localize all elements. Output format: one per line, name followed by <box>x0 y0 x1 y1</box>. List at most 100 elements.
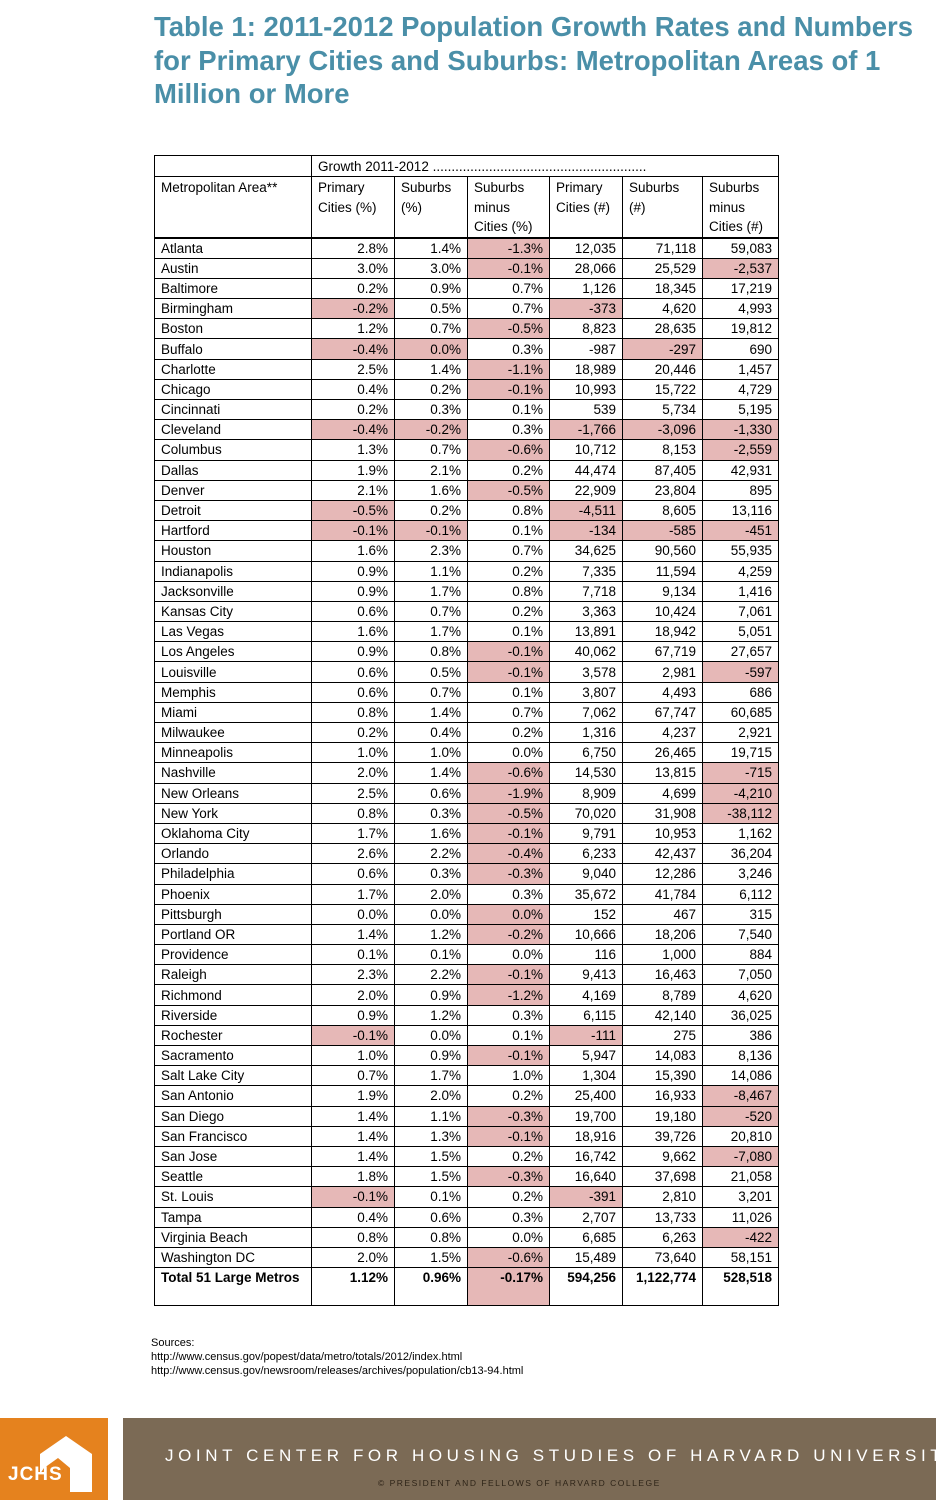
value-cell: 28,066 <box>549 257 623 279</box>
value-cell: 7,061 <box>702 600 779 623</box>
table-row: Milwaukee 0.2% 0.4% 0.2% 1,316 4,237 2,921 <box>154 721 779 744</box>
value-cell: 3.0% <box>311 257 395 279</box>
value-cell: 6,685 <box>549 1226 623 1248</box>
value-cell: 71,118 <box>622 237 703 259</box>
area-cell: Minneapolis <box>154 742 312 764</box>
area-cell: Baltimore <box>154 277 312 300</box>
table-row: Orlando 2.6% 2.2% -0.4% 6,233 42,437 36,204 <box>154 843 779 865</box>
table-row: St. Louis -0.1% 0.1% 0.2% -391 2,810 3,201 <box>154 1186 779 1208</box>
value-cell: 1.7% <box>311 883 395 905</box>
value-cell: 40,062 <box>549 641 623 663</box>
value-cell: 1.4% <box>394 701 468 724</box>
value-cell: 0.9% <box>311 580 395 602</box>
value-cell: 19,715 <box>702 742 779 764</box>
value-cell: 1.2% <box>311 318 395 340</box>
area-cell: Salt Lake City <box>154 1065 312 1087</box>
area-cell: Indianapolis <box>154 560 312 582</box>
area-cell: San Antonio <box>154 1085 312 1107</box>
area-cell: Philadelphia <box>154 863 312 885</box>
value-cell: 1,304 <box>549 1065 623 1087</box>
value-cell: 7,050 <box>702 964 779 986</box>
value-cell: -1.9% <box>467 782 550 804</box>
value-cell: 3,578 <box>549 661 623 683</box>
value-cell: 1,126 <box>549 277 623 300</box>
value-cell: 11,026 <box>702 1206 779 1228</box>
value-cell: 36,025 <box>702 1004 779 1026</box>
value-cell: 12,035 <box>549 237 623 259</box>
value-cell: 0.0% <box>311 903 395 925</box>
value-cell: 3,246 <box>702 863 779 885</box>
value-cell: 0.9% <box>394 984 468 1006</box>
value-cell: 9,791 <box>549 822 623 845</box>
value-cell: 2.3% <box>394 540 468 562</box>
value-cell: -0.17% <box>467 1267 550 1307</box>
value-cell: 55,935 <box>702 540 779 562</box>
value-cell: 0.9% <box>311 641 395 663</box>
area-cell: Cleveland <box>154 419 312 441</box>
value-cell: -597 <box>702 661 779 683</box>
value-cell: 9,662 <box>622 1145 703 1168</box>
value-cell: 73,640 <box>622 1246 703 1269</box>
value-cell: -0.3% <box>467 1105 550 1127</box>
column-header-row: Metropolitan Area** Primary Cities (%) S… <box>154 176 779 238</box>
column-header: Metropolitan Area** <box>154 176 312 238</box>
value-cell: -2,537 <box>702 257 779 279</box>
house-icon <box>40 1436 92 1492</box>
value-cell: -7,080 <box>702 1145 779 1168</box>
value-cell: -520 <box>702 1105 779 1127</box>
value-cell: 1.1% <box>394 1105 468 1127</box>
value-cell: 0.9% <box>311 1004 395 1026</box>
value-cell: 1.4% <box>311 923 395 946</box>
table-row: Columbus 1.3% 0.7% -0.6% 10,712 8,153 -2,559 <box>154 439 779 461</box>
value-cell: 528,518 <box>702 1267 779 1307</box>
value-cell: -111 <box>549 1024 623 1047</box>
value-cell: 90,560 <box>622 540 703 562</box>
value-cell: 16,463 <box>622 964 703 986</box>
table-row: Jacksonville 0.9% 1.7% 0.8% 7,718 9,134 1,416 <box>154 580 779 602</box>
value-cell: 22,909 <box>549 479 623 501</box>
value-cell: 35,672 <box>549 883 623 905</box>
value-cell: 0.4% <box>311 378 395 401</box>
column-header: Primary Cities (%) <box>311 176 395 238</box>
value-cell: 0.6% <box>311 863 395 885</box>
value-cell: 2,921 <box>702 721 779 744</box>
value-cell: 0.2% <box>394 499 468 522</box>
table-row: Louisville 0.6% 0.5% -0.1% 3,578 2,981 -597 <box>154 661 779 683</box>
value-cell: 0.9% <box>394 277 468 300</box>
value-cell: 1.4% <box>394 237 468 259</box>
value-cell: 15,489 <box>549 1246 623 1269</box>
table-row: Austin 3.0% 3.0% -0.1% 28,066 25,529 -2,537 <box>154 257 779 279</box>
value-cell: 7,062 <box>549 701 623 724</box>
source-link[interactable]: http://www.census.gov/newsroom/releases/… <box>151 1365 524 1377</box>
source-link[interactable]: http://www.census.gov/popest/data/metro/… <box>151 1351 463 1363</box>
value-cell: 0.0% <box>467 742 550 764</box>
value-cell: 0.1% <box>311 944 395 966</box>
value-cell: 1.8% <box>311 1166 395 1188</box>
value-cell: 8,605 <box>622 499 703 522</box>
value-cell: -0.1% <box>467 1044 550 1067</box>
area-cell: Sacramento <box>154 1044 312 1067</box>
value-cell: 0.7% <box>467 298 550 320</box>
value-cell: 1.4% <box>394 358 468 380</box>
value-cell: 0.3% <box>467 1004 550 1026</box>
value-cell: 467 <box>622 903 703 925</box>
value-cell: 15,390 <box>622 1065 703 1087</box>
value-cell: 6,115 <box>549 1004 623 1026</box>
area-cell: New York <box>154 802 312 824</box>
value-cell: 1.9% <box>311 1085 395 1107</box>
table-row: Virginia Beach 0.8% 0.8% 0.0% 6,685 6,263 -422 <box>154 1226 779 1248</box>
value-cell: -0.1% <box>467 964 550 986</box>
area-cell: Los Angeles <box>154 641 312 663</box>
value-cell: 14,083 <box>622 1044 703 1067</box>
table-row: Las Vegas 1.6% 1.7% 0.1% 13,891 18,942 5,051 <box>154 621 779 643</box>
value-cell: 15,722 <box>622 378 703 401</box>
area-cell: Dallas <box>154 459 312 481</box>
value-cell: -987 <box>549 338 623 360</box>
value-cell: 0.7% <box>394 600 468 623</box>
value-cell: 13,815 <box>622 762 703 784</box>
value-cell: -585 <box>622 520 703 542</box>
table-row: Detroit -0.5% 0.2% 0.8% -4,511 8,605 13,116 <box>154 499 779 522</box>
value-cell: 18,942 <box>622 621 703 643</box>
table-row: Cleveland -0.4% -0.2% 0.3% -1,766 -3,096 -1,33… <box>154 419 779 441</box>
value-cell: 1.5% <box>394 1145 468 1168</box>
